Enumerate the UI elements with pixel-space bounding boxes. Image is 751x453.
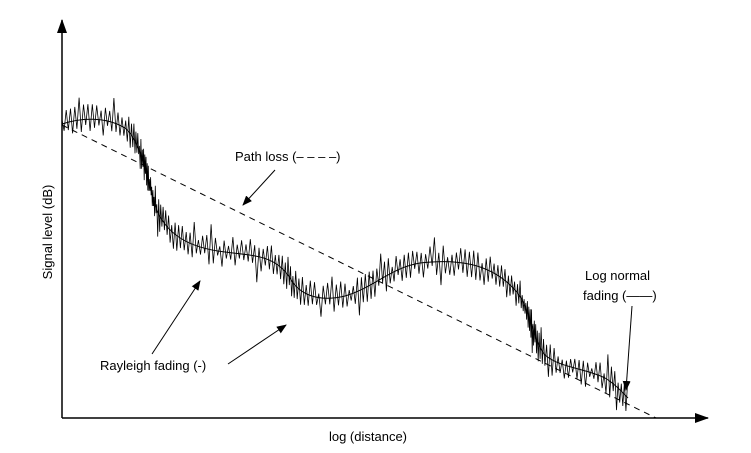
rayleigh-arrow (151, 280, 201, 355)
rayleigh-fading-trace (61, 97, 628, 412)
y-axis-label: Signal level (dB) (40, 185, 55, 280)
path-loss-arrow (242, 169, 276, 206)
log-normal-label: fading (——) (583, 288, 657, 303)
path-loss-line (61, 124, 657, 419)
path-loss-label: Path loss (– – – –) (235, 149, 341, 164)
log-normal-curve (61, 118, 629, 399)
rayleigh-arrow (227, 324, 287, 365)
x-axis-label: log (distance) (329, 429, 407, 444)
rayleigh-noise (61, 97, 628, 412)
rayleigh-label: Rayleigh fading (-) (100, 358, 206, 373)
log-normal-label: Log normal (585, 268, 650, 283)
log-normal-arrow (622, 305, 633, 391)
